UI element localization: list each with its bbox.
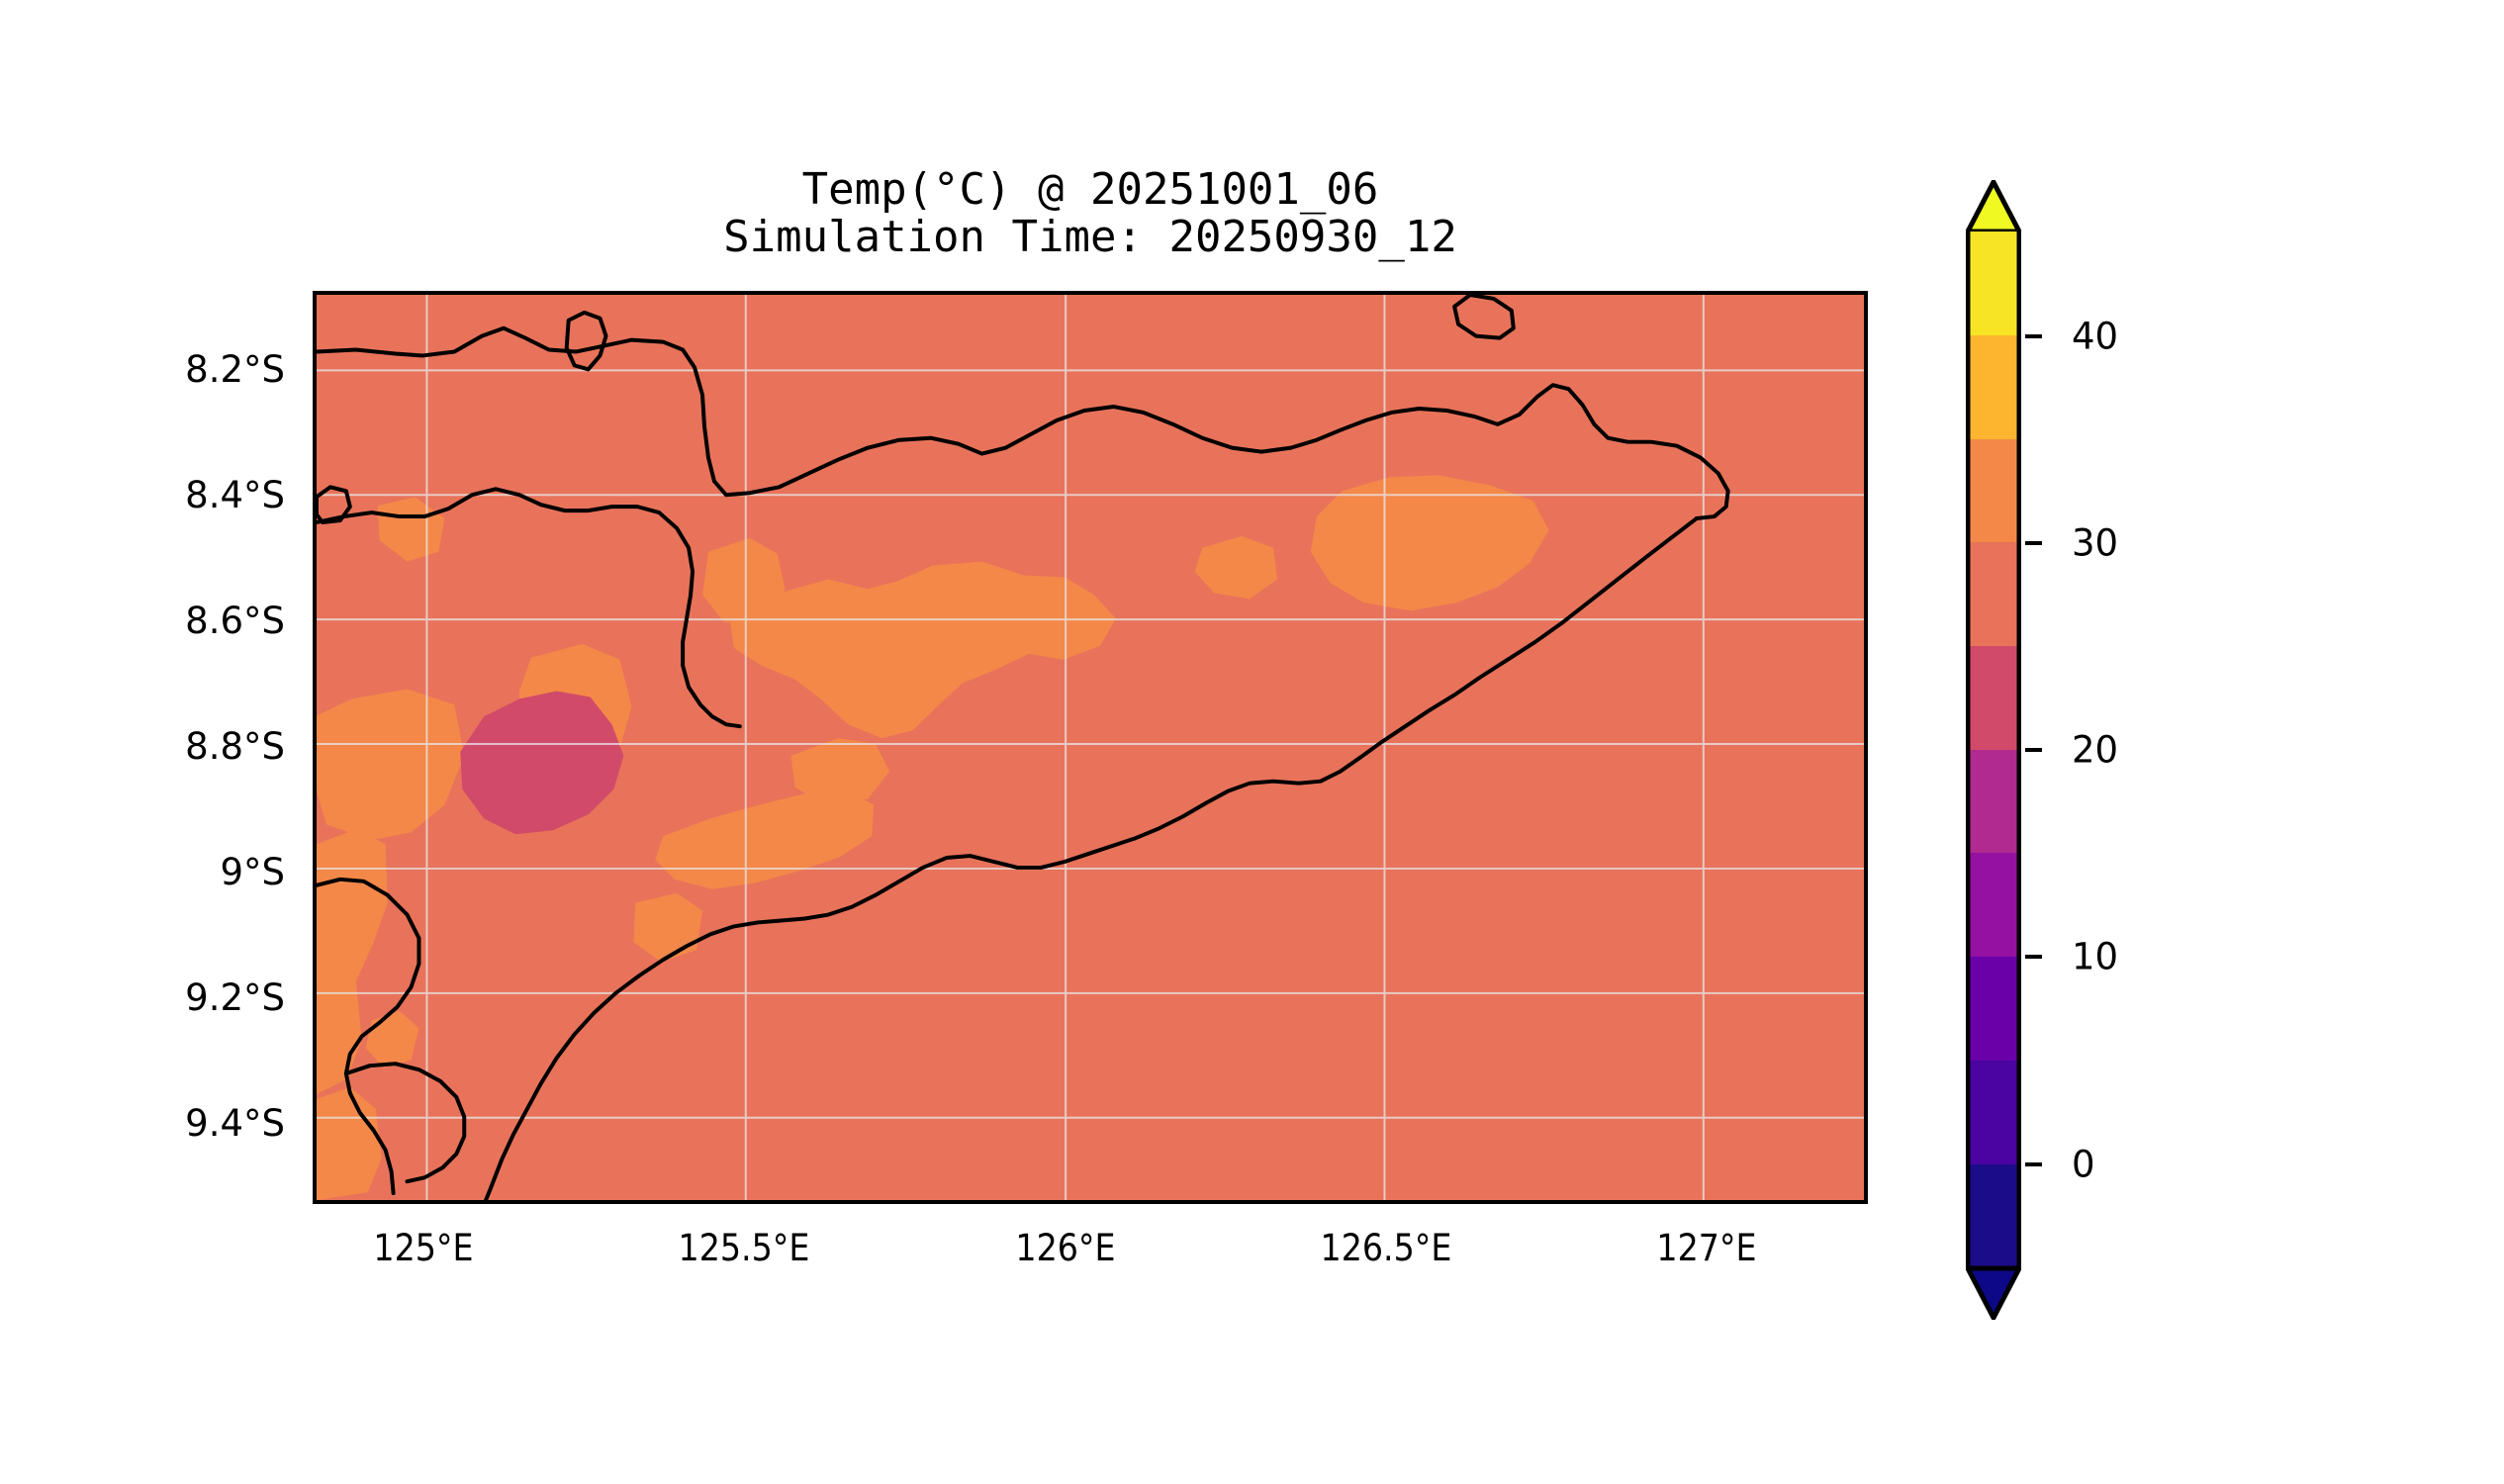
colorbar-band-5-10 bbox=[1968, 957, 2019, 1061]
colorbar-band-minus5-0 bbox=[1968, 1164, 2019, 1268]
colorbar-extend-max bbox=[1966, 180, 2021, 234]
field-band-30-35 bbox=[317, 475, 1549, 1200]
colorbar-label-40: 40 bbox=[2072, 315, 2119, 358]
xtick-label-126-5e: 126.5°E bbox=[1320, 1227, 1452, 1269]
colorbar[interactable] bbox=[1966, 180, 2021, 1320]
xtick-label-127e: 127°E bbox=[1656, 1227, 1757, 1269]
ytick-label-9-2: 9.2°S bbox=[185, 976, 285, 1019]
colorbar-tick-10 bbox=[2025, 955, 2042, 959]
colorbar-band-30-35 bbox=[1968, 439, 2019, 542]
ytick-label-9-4: 9.4°S bbox=[185, 1102, 285, 1145]
colorbar-band-20-25 bbox=[1968, 646, 2019, 750]
colorbar-label-30: 30 bbox=[2072, 521, 2119, 565]
colorbar-band-40-45 bbox=[1968, 232, 2019, 335]
ytick-label-9-0: 9°S bbox=[220, 851, 285, 893]
colorbar-tick-0 bbox=[2025, 1162, 2042, 1166]
ytick-label-8-6: 8.6°S bbox=[185, 600, 285, 642]
temperature-field bbox=[317, 295, 1864, 1200]
colorbar-outline bbox=[1966, 232, 2021, 1268]
title-line-1: Temp(°C) @ 20251001_06 bbox=[801, 164, 1379, 215]
colorbar-band-15-20 bbox=[1968, 750, 2019, 853]
coastline bbox=[317, 295, 1730, 1200]
ytick-label-8-4: 8.4°S bbox=[185, 474, 285, 516]
gridlines bbox=[317, 295, 1864, 1200]
xtick-label-126e: 126°E bbox=[1015, 1227, 1116, 1269]
field-band-20-25 bbox=[460, 691, 624, 835]
colorbar-band-35-40 bbox=[1968, 335, 2019, 439]
title-line-2: Simulation Time: 20250930_12 bbox=[723, 212, 1457, 263]
colorbar-tick-20 bbox=[2025, 748, 2042, 752]
colorbar-band-0-5 bbox=[1968, 1061, 2019, 1164]
ytick-label-8-8: 8.8°S bbox=[185, 725, 285, 768]
colorbar-band-25-30 bbox=[1968, 542, 2019, 646]
ytick-label-8-2: 8.2°S bbox=[185, 348, 285, 391]
colorbar-extend-min bbox=[1966, 1265, 2021, 1320]
colorbar-label-20: 20 bbox=[2072, 728, 2119, 772]
chart-title: Temp(°C) @ 20251001_06 Simulation Time: … bbox=[313, 164, 1868, 263]
colorbar-gradient bbox=[1966, 180, 2021, 1320]
colorbar-band-10-15 bbox=[1968, 853, 2019, 957]
colorbar-label-0: 0 bbox=[2072, 1143, 2095, 1186]
colorbar-label-10: 10 bbox=[2072, 935, 2119, 978]
map-axes[interactable] bbox=[313, 291, 1868, 1204]
xtick-label-125e: 125°E bbox=[373, 1227, 474, 1269]
colorbar-tick-40 bbox=[2025, 334, 2042, 338]
xtick-label-125-5e: 125.5°E bbox=[678, 1227, 810, 1269]
colorbar-tick-30 bbox=[2025, 541, 2042, 545]
